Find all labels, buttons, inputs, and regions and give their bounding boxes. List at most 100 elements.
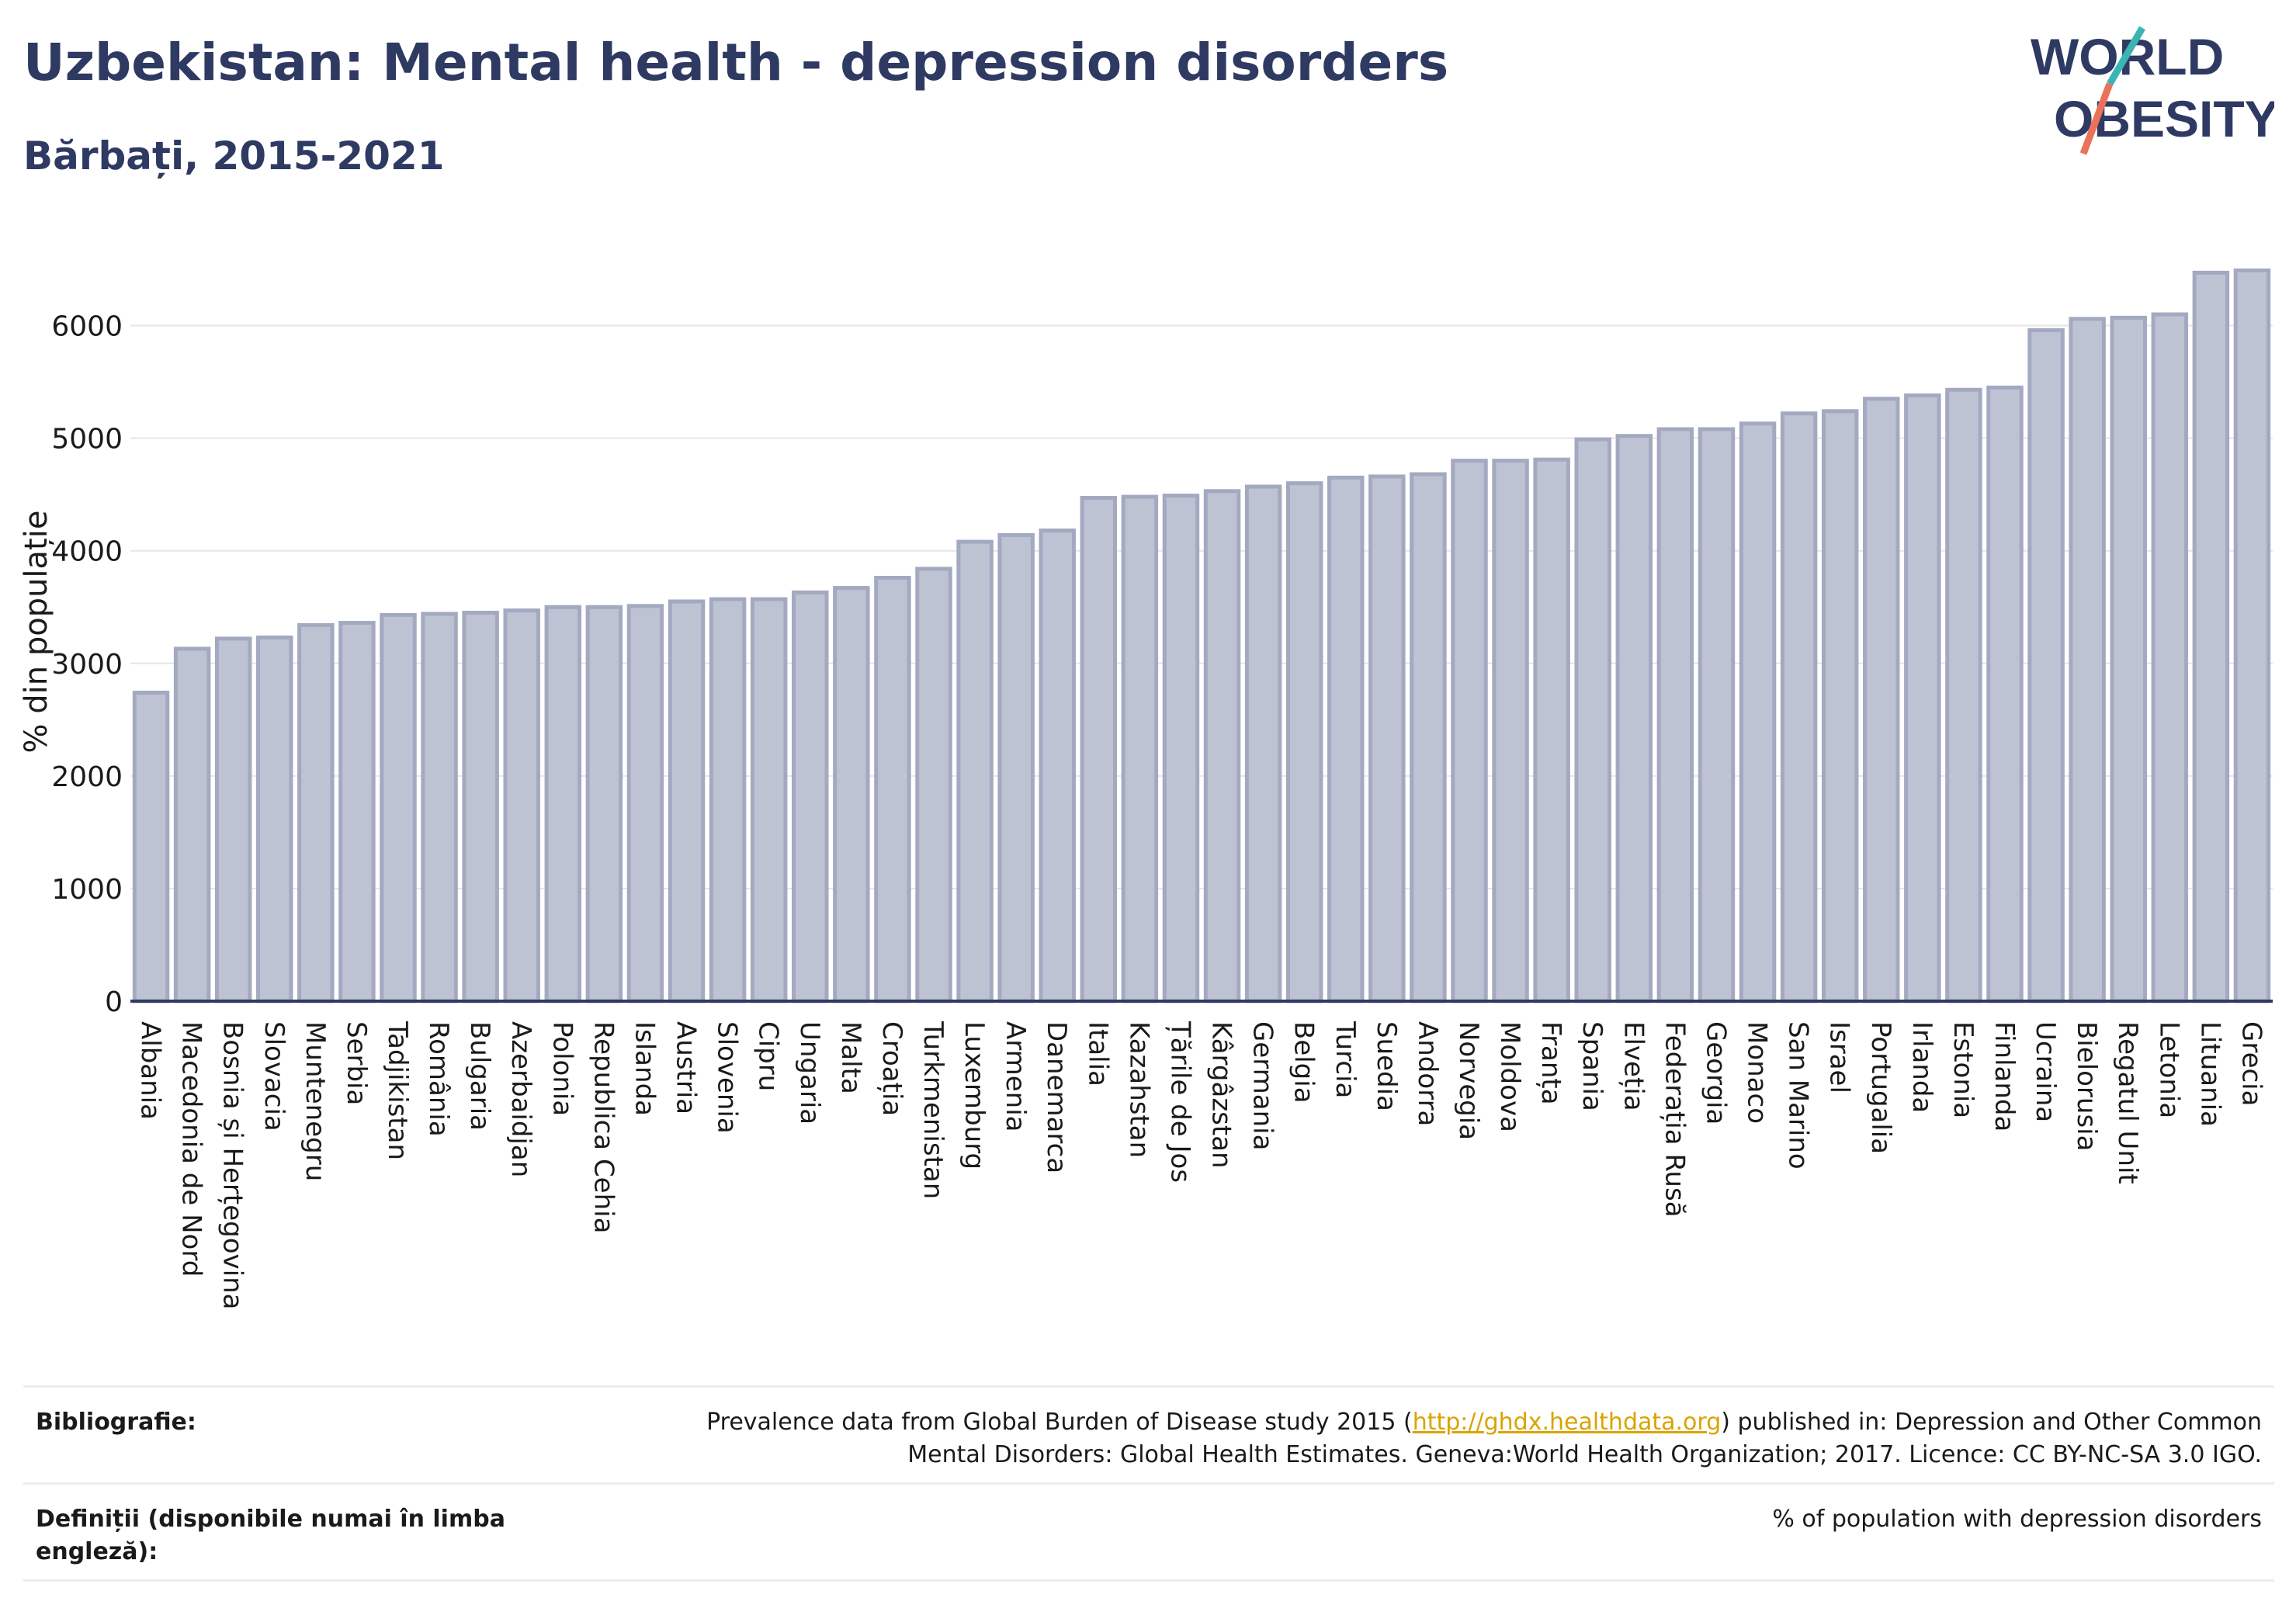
- y-tick-label: 3000: [51, 649, 123, 681]
- bar: [1451, 459, 1488, 1003]
- bar: [2110, 315, 2147, 1003]
- x-tick-label: Israel: [1824, 1021, 1855, 1093]
- bar: [1904, 393, 1941, 1003]
- definitions-row: Definiții (disponibile numai în limba en…: [23, 1482, 2274, 1582]
- x-tick-label: Bulgaria: [464, 1021, 495, 1131]
- x-tick-label: Danemarca: [1041, 1021, 1072, 1173]
- x-tick-label: Irlanda: [1906, 1021, 1937, 1113]
- x-tick-label: Bosnia și Herțegovina: [217, 1021, 248, 1310]
- bar: [1574, 437, 1611, 1003]
- x-tick-label: Macedonia de Nord: [176, 1021, 207, 1277]
- bar: [1780, 411, 1818, 1003]
- bibliography-row: Bibliografie: Prevalence data from Globa…: [23, 1385, 2274, 1485]
- x-tick-label: Letonia: [2153, 1021, 2184, 1118]
- x-tick-label: Germania: [1247, 1021, 1278, 1150]
- bar: [2192, 270, 2230, 1003]
- x-tick-label: Turcia: [1330, 1021, 1361, 1098]
- y-tick-label: 1000: [51, 874, 123, 906]
- definitions-label-line1: Definiții (disponibile numai în limba: [36, 1506, 505, 1533]
- bar: [544, 605, 582, 1003]
- x-tick-label: România: [423, 1021, 454, 1137]
- definitions-label-line2: engleză):: [36, 1538, 158, 1565]
- bar: [1244, 484, 1282, 1003]
- bar: [1863, 397, 1900, 1003]
- x-tick-label: Bielorusia: [2071, 1021, 2102, 1151]
- bar: [214, 636, 252, 1003]
- x-tick-label: Regatul Unit: [2112, 1021, 2143, 1184]
- bar: [668, 599, 706, 1003]
- y-tick-label: 0: [105, 986, 123, 1018]
- x-tick-label: Slovenia: [712, 1021, 743, 1134]
- definitions-label: Definiții (disponibile numai în limba en…: [36, 1503, 505, 1568]
- bar: [750, 597, 788, 1003]
- bar: [833, 586, 870, 1003]
- x-tick-label: Polonia: [546, 1021, 577, 1116]
- x-tick-label: Kazahstan: [1123, 1021, 1154, 1158]
- bar: [2069, 317, 2106, 1003]
- x-tick-label: Grecia: [2235, 1021, 2267, 1106]
- x-tick-label: Tadjikistan: [382, 1021, 413, 1160]
- y-tick-label: 4000: [51, 536, 123, 568]
- x-tick-label: Albania: [135, 1021, 166, 1120]
- x-tick-label: Georgia: [1700, 1021, 1731, 1125]
- bar: [2151, 312, 2189, 1003]
- bar: [709, 597, 747, 1003]
- logo-slash-teal: [2107, 26, 2145, 86]
- bar: [256, 635, 293, 1003]
- x-tick-label: Muntenegru: [300, 1021, 331, 1181]
- logo-slash-coral: [2079, 82, 2114, 155]
- x-tick-label: Andorra: [1412, 1021, 1443, 1126]
- bar: [626, 604, 664, 1003]
- y-tick-label: 6000: [51, 311, 123, 343]
- x-tick-label: Islanda: [629, 1021, 660, 1116]
- bibliography-line2: Mental Disorders: Global Health Estimate…: [907, 1441, 2262, 1468]
- bar: [1533, 457, 1570, 1003]
- x-tick-label: Belgia: [1288, 1021, 1320, 1104]
- x-tick-label: Austria: [671, 1021, 702, 1114]
- x-tick-label: Italia: [1082, 1021, 1113, 1087]
- bar: [1121, 494, 1159, 1003]
- bar: [2027, 328, 2065, 1003]
- x-tick-label: Armenia: [1000, 1021, 1031, 1132]
- bar: [503, 608, 540, 1003]
- x-tick-label: Ucraina: [2030, 1021, 2061, 1122]
- bar: [956, 539, 994, 1003]
- x-tick-label: Slovacia: [258, 1021, 290, 1132]
- bar: [585, 605, 623, 1003]
- x-tick-label: Finlanda: [1989, 1021, 2020, 1132]
- world-obesity-logo: WORLD OBESITY: [2031, 26, 2274, 155]
- chart-title: Uzbekistan: Mental health - depression d…: [23, 33, 1449, 92]
- x-tick-label: Spania: [1576, 1021, 1608, 1111]
- x-tick-label: Serbia: [341, 1021, 372, 1105]
- bibliography-pre: Prevalence data from Global Burden of Di…: [706, 1409, 1413, 1436]
- x-tick-label: Kârgâzstan: [1206, 1021, 1237, 1169]
- bar: [1368, 474, 1406, 1003]
- bar: [1203, 489, 1241, 1003]
- bar: [1615, 434, 1653, 1003]
- bar: [1039, 529, 1076, 1003]
- bar: [1945, 387, 1982, 1003]
- x-tick-label: San Marino: [1783, 1021, 1814, 1170]
- bar: [173, 646, 211, 1003]
- bibliography-post: ) published in: Depression and Other Com…: [1721, 1409, 2262, 1436]
- footer-bottom-rule: [23, 1579, 2274, 1582]
- y-axis-label: % din populație: [19, 511, 54, 754]
- y-tick-labels: 0 1000 2000 3000 4000 5000 6000: [51, 311, 123, 1018]
- bar: [1986, 385, 2024, 1003]
- bar: [1327, 475, 1365, 1003]
- bar: [380, 612, 417, 1003]
- bar: [915, 567, 952, 1003]
- x-tick-label: Federația Rusă: [1659, 1021, 1690, 1218]
- x-tick-labels: Albania Macedonia de Nord Bosnia și Herțeg…: [135, 1021, 2267, 1310]
- x-tick-label: Luxemburg: [959, 1021, 990, 1170]
- bibliography-label: Bibliografie:: [36, 1409, 196, 1436]
- bar: [421, 612, 458, 1003]
- bar-chart: 0 1000 2000 3000 4000 5000 6000 Albania Macedon…: [19, 268, 2273, 1310]
- x-tick-label: Țările de Jos: [1164, 1021, 1195, 1183]
- bar: [1739, 421, 1777, 1003]
- bar: [1162, 494, 1200, 1003]
- bars: [132, 268, 2271, 1003]
- bibliography-text: Prevalence data from Global Burden of Di…: [706, 1406, 2262, 1471]
- bar: [792, 590, 829, 1003]
- bibliography-link[interactable]: http://ghdx.healthdata.org: [1412, 1409, 1722, 1436]
